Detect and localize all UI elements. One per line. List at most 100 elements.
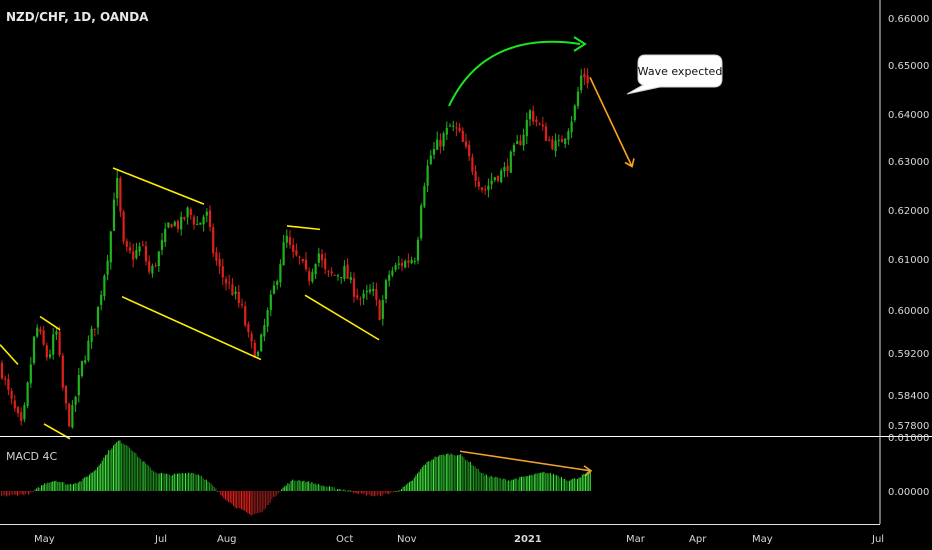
macd-bar — [143, 461, 145, 491]
candle-up — [500, 170, 503, 183]
macd-bar — [114, 443, 116, 491]
macd-bar — [23, 491, 25, 496]
macd-bar — [466, 460, 468, 491]
macd-bar — [564, 478, 566, 491]
macd-bar — [111, 448, 113, 491]
candle-up — [164, 228, 167, 243]
macd-bar — [577, 478, 578, 491]
macd-bar — [146, 464, 148, 491]
candle-down — [477, 181, 480, 187]
macd-bar — [65, 484, 66, 491]
macd-bar — [292, 479, 294, 491]
macd-bar — [500, 478, 502, 491]
candle-up — [199, 222, 202, 225]
macd-bar — [457, 455, 458, 491]
macd-bar — [73, 484, 74, 491]
time-tick-label: 2021 — [514, 534, 542, 545]
macd-bar — [570, 479, 572, 491]
macd-bar — [569, 480, 570, 491]
macd-bar — [551, 474, 553, 491]
price-tick-label: 0.66000 — [888, 14, 929, 25]
candle-up — [388, 274, 391, 281]
candle-up — [100, 294, 103, 305]
candle-up — [410, 259, 413, 264]
macd-bar — [549, 472, 551, 491]
candle-up — [576, 91, 580, 106]
macd-bar — [439, 455, 441, 491]
macd-bar — [399, 490, 401, 492]
macd-bar — [7, 491, 9, 496]
candle-up — [362, 293, 365, 299]
macd-bar — [412, 480, 414, 491]
macd-bar — [508, 480, 510, 491]
macd-divergence-line — [459, 450, 593, 477]
macd-bar — [420, 469, 422, 491]
macd-bar — [135, 453, 137, 491]
candle-down — [119, 178, 122, 212]
candle-down — [141, 244, 144, 246]
macd-bar — [301, 481, 303, 491]
macd-bar — [521, 476, 522, 491]
macd-bar — [482, 473, 484, 491]
macd-bar — [167, 473, 169, 491]
candle-up — [487, 185, 490, 190]
macd-bar — [367, 491, 369, 495]
macd-bar — [354, 491, 356, 494]
macd-bar — [581, 474, 583, 491]
macd-bar — [458, 454, 460, 491]
candle-up — [29, 364, 32, 384]
macd-bar — [156, 473, 158, 491]
macd-axis: 0.01000 0.00000 — [888, 433, 929, 498]
macd-bar — [522, 476, 524, 491]
candle-down — [538, 123, 541, 125]
candle-down — [298, 256, 301, 258]
candle-up — [404, 260, 407, 268]
candle-up — [528, 110, 532, 120]
candle-down — [378, 300, 381, 321]
candle-down — [400, 263, 404, 267]
candle-up — [557, 139, 560, 141]
macd-bar — [148, 465, 150, 491]
candle-up — [391, 270, 394, 276]
candle-up — [285, 235, 288, 243]
macd-bar — [497, 477, 498, 491]
macd-bar — [260, 491, 262, 513]
macd-bar — [279, 491, 281, 493]
macd-bar — [401, 488, 402, 491]
macd-bar — [445, 454, 447, 491]
candle-up — [276, 281, 279, 286]
macd-bar — [117, 440, 119, 491]
candle-down — [212, 227, 215, 254]
candle-up — [311, 272, 314, 282]
candle-down — [208, 210, 212, 227]
macd-bar — [215, 488, 217, 491]
macd-bar — [479, 471, 481, 491]
macd-bar — [588, 470, 590, 491]
macd-bar — [233, 491, 234, 506]
macd-bar — [284, 486, 286, 491]
macd-bar — [250, 491, 252, 516]
macd-bar — [538, 473, 540, 491]
macd-bar — [481, 473, 482, 491]
macd-bar — [196, 474, 198, 491]
channel-upper-line — [286, 225, 321, 231]
candle-up — [26, 382, 29, 406]
candle-up — [426, 165, 429, 186]
channel-upper-line — [112, 167, 205, 205]
macd-bar — [223, 491, 225, 499]
candle-up — [96, 306, 100, 328]
price-tick-label: 0.57800 — [888, 421, 929, 432]
macd-bar — [186, 473, 188, 491]
candle-down — [170, 224, 173, 228]
macd-bar — [5, 491, 7, 497]
macd-bar — [68, 484, 70, 491]
macd-bar — [290, 480, 292, 491]
macd-bar — [45, 483, 47, 491]
macd-bar — [71, 484, 73, 491]
candle-up — [266, 310, 269, 327]
candle-up — [87, 340, 90, 361]
macd-bar — [249, 491, 250, 515]
macd-bar — [442, 454, 444, 491]
projection-line — [589, 77, 633, 167]
macd-bar — [10, 491, 12, 495]
